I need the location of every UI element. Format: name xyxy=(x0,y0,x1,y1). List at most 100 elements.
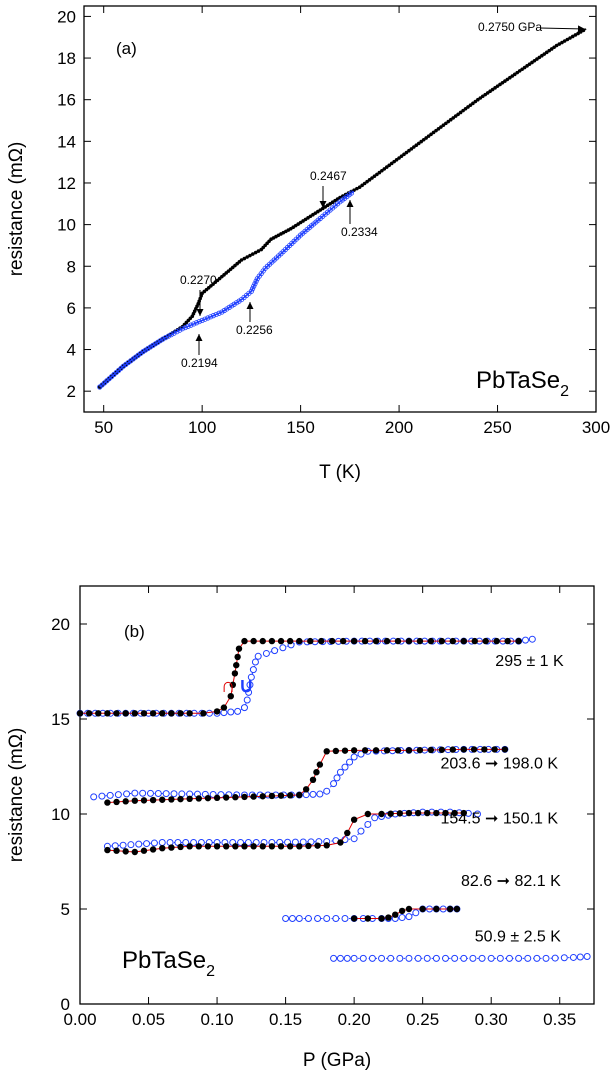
data-point xyxy=(471,101,475,106)
open-data-point xyxy=(505,954,513,962)
filled-data-point xyxy=(323,842,330,849)
data-point xyxy=(421,137,426,142)
filled-data-point xyxy=(186,843,193,850)
filled-data-point xyxy=(341,747,349,754)
filled-data-point xyxy=(493,637,500,645)
open-data-point xyxy=(154,790,162,798)
data-point xyxy=(453,114,458,118)
x-tick-label: 0.25 xyxy=(406,1010,439,1029)
data-point xyxy=(177,327,183,333)
y-tick-label: 4 xyxy=(67,341,76,360)
data-point xyxy=(171,330,177,336)
data-point xyxy=(362,181,367,186)
open-data-point xyxy=(569,953,577,961)
open-data-point xyxy=(336,954,344,962)
filled-data-point xyxy=(481,746,488,753)
data-point xyxy=(387,163,392,168)
data-point xyxy=(384,165,389,169)
open-data-point xyxy=(346,758,354,766)
filled-data-point xyxy=(213,794,221,802)
filled-data-point xyxy=(286,792,294,799)
filled-data-point xyxy=(113,798,120,806)
filled-data-point xyxy=(159,796,166,803)
filled-data-point xyxy=(259,793,266,800)
open-data-point xyxy=(398,914,406,922)
x-tick-label: 0.20 xyxy=(338,1010,371,1029)
annotation-arrowhead xyxy=(195,334,203,341)
data-point xyxy=(168,332,174,338)
filled-data-point xyxy=(223,843,230,850)
open-data-point xyxy=(343,954,351,962)
data-point xyxy=(196,318,202,325)
open-data-point xyxy=(227,708,235,716)
data-point xyxy=(439,125,443,129)
open-data-point xyxy=(412,909,420,917)
data-point xyxy=(341,194,345,198)
filled-data-point xyxy=(460,746,467,753)
annotation-arrowhead xyxy=(246,302,254,309)
filled-data-point xyxy=(316,761,324,768)
filled-data-point xyxy=(233,661,240,669)
curve-label-part: 150.1 K xyxy=(498,811,558,828)
filled-data-point xyxy=(168,844,175,851)
filled-data-point xyxy=(314,842,321,849)
filled-data-point xyxy=(140,710,148,717)
open-data-point xyxy=(162,790,170,798)
filled-data-point xyxy=(302,786,310,793)
filled-data-point xyxy=(223,794,230,801)
open-data-point xyxy=(244,839,252,846)
data-point xyxy=(253,250,258,255)
open-data-point xyxy=(190,839,198,846)
data-point xyxy=(245,255,249,259)
filled-data-point xyxy=(186,795,193,802)
open-data-point xyxy=(304,915,312,922)
panel-b-material: PbTaSe2 xyxy=(122,947,215,980)
open-data-point xyxy=(350,835,358,843)
annotation-arrowhead xyxy=(196,309,204,316)
open-data-point xyxy=(323,787,331,795)
x-tick-label: 0.30 xyxy=(475,1010,508,1029)
filled-data-point xyxy=(350,816,358,823)
data-point xyxy=(402,152,406,157)
x-tick-label: 0.15 xyxy=(269,1010,302,1029)
x-tick-label: 0.35 xyxy=(543,1010,576,1029)
pressure-annotation: 0.2194 xyxy=(181,356,218,370)
data-point xyxy=(573,33,578,37)
filled-data-point xyxy=(113,847,120,854)
open-data-point xyxy=(560,954,568,962)
filled-data-point xyxy=(277,843,285,850)
open-data-point xyxy=(387,954,395,962)
filled-data-point xyxy=(122,848,129,855)
curve-label-part: 154.5 xyxy=(440,811,480,828)
panel-b-curve-labels: 295 ± 1 K 203.6 ➞ 198.0 K 154.5 ➞ 150.1 K 8… xyxy=(440,653,564,946)
filled-data-point xyxy=(383,637,391,645)
curve-label-part: ➞ xyxy=(481,811,499,828)
open-data-point xyxy=(98,792,106,800)
filled-data-point xyxy=(453,905,461,913)
curve-temperature-label: 154.5 ➞ 150.1 K xyxy=(440,811,558,828)
annotation-arrowhead xyxy=(577,25,585,33)
filled-data-point xyxy=(104,846,111,854)
pressure-annotation: 0.2467 xyxy=(310,169,347,183)
open-data-point xyxy=(314,915,322,922)
filled-data-point xyxy=(364,915,372,922)
data-point xyxy=(451,116,456,120)
filled-data-point xyxy=(387,810,394,817)
x-tick-label: 50 xyxy=(94,418,113,437)
filled-data-point xyxy=(446,905,454,913)
filled-data-point xyxy=(122,798,129,805)
filled-data-point xyxy=(296,637,303,645)
open-data-point xyxy=(127,841,135,849)
open-data-point xyxy=(262,649,270,657)
data-point xyxy=(165,333,171,339)
open-data-point xyxy=(240,704,248,712)
filled-data-point xyxy=(131,797,139,804)
open-data-point xyxy=(246,681,254,689)
filled-data-point xyxy=(268,843,276,850)
data-point xyxy=(367,178,372,182)
panel-a-x-axis-label: T (K) xyxy=(319,462,361,483)
open-data-point xyxy=(528,635,536,643)
curve-label-part: 203.6 xyxy=(440,755,480,772)
open-data-point xyxy=(146,789,154,797)
filled-data-point xyxy=(220,704,228,711)
